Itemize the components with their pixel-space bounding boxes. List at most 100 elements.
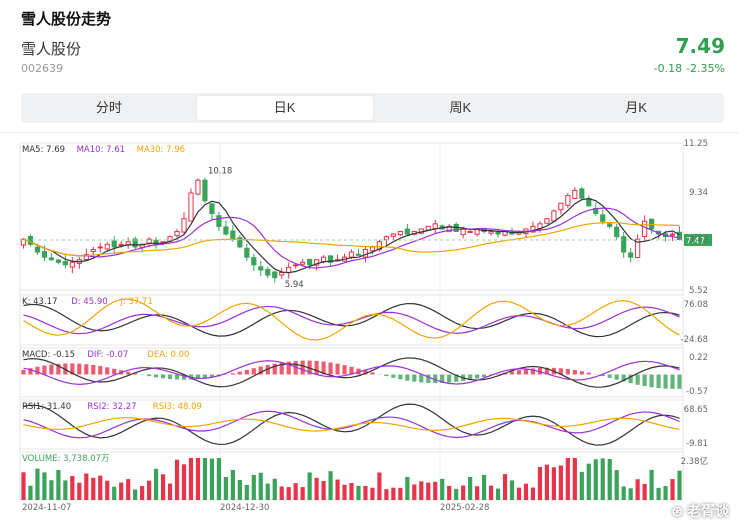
tab-monthly-k[interactable]: 月K — [625, 100, 647, 115]
legend-entry: RSI3: 48.09 — [153, 402, 202, 412]
candle-body — [676, 231, 683, 240]
volume-bar — [447, 485, 452, 500]
main-tick-label: 7.47 — [689, 236, 708, 246]
macd-tick-label: 0.22 — [689, 353, 708, 363]
tab-intraday[interactable]: 分时 — [95, 100, 122, 115]
macd-bar — [244, 369, 249, 375]
macd-bar — [426, 374, 431, 383]
candle-body — [362, 248, 369, 258]
volume-bar — [642, 483, 647, 500]
volume-bar — [195, 458, 201, 500]
candle-body — [34, 246, 41, 253]
candle-body — [544, 218, 550, 224]
macd-bar — [579, 371, 584, 375]
candle-body — [600, 214, 606, 222]
macd-bar — [412, 374, 417, 382]
tab-daily-k[interactable]: 日K — [196, 96, 373, 120]
legend-entry: J: 37.71 — [119, 297, 152, 307]
candle-body — [467, 231, 473, 234]
macd-bar — [677, 374, 682, 389]
volume-bar — [600, 458, 605, 500]
volume-bar — [663, 486, 668, 500]
volume-bar — [544, 464, 550, 500]
legend-entry: MA30: 7.96 — [137, 145, 185, 155]
volume-bar — [482, 474, 487, 500]
macd-bar — [482, 374, 487, 378]
macd-bar — [405, 374, 410, 381]
volume-bar — [572, 458, 577, 500]
candle-body — [307, 259, 313, 266]
macd-bar — [147, 374, 152, 377]
macd-bar — [195, 374, 201, 380]
candle-body — [530, 225, 536, 233]
macd-bar — [286, 361, 291, 375]
candle-body — [607, 223, 613, 227]
macd-bar — [607, 374, 612, 378]
candle-body — [251, 257, 257, 266]
period-tabs: 分时 日K 周K 月K — [21, 93, 724, 123]
volume-bar — [342, 484, 347, 500]
macd-bar — [558, 368, 563, 375]
volume-bar — [216, 458, 221, 500]
volume-bar — [307, 472, 312, 500]
macd-bar — [447, 374, 452, 383]
indicator-line — [23, 302, 680, 338]
volume-bar — [223, 476, 228, 500]
candle-body — [488, 231, 494, 234]
volume-bar — [244, 484, 249, 500]
candle-body — [551, 210, 557, 222]
candle-body — [111, 240, 117, 248]
macd-bar — [237, 371, 242, 375]
macd-bar — [77, 363, 82, 375]
macd-bar — [621, 374, 626, 382]
candle-body — [258, 266, 264, 271]
candle-body — [635, 238, 641, 259]
volume-bar — [167, 483, 173, 500]
candle-body — [237, 237, 243, 248]
macd-bar — [133, 373, 138, 375]
volume-bar — [398, 487, 403, 500]
tab-weekly-k[interactable]: 周K — [449, 100, 472, 115]
macd-bar — [167, 374, 173, 380]
ma30-line — [23, 222, 680, 257]
volume-bar — [126, 479, 131, 500]
candle-body — [209, 203, 215, 215]
rsi-tick-label: 68.65 — [684, 405, 708, 415]
volume-bar — [433, 481, 438, 500]
macd-bar — [153, 374, 159, 378]
volume-bar — [509, 480, 515, 500]
volume-bar — [656, 487, 661, 500]
volume-bar — [551, 467, 556, 500]
macd-bar — [663, 374, 668, 389]
candle-body — [355, 253, 362, 256]
volume-bar — [265, 483, 270, 500]
stock-code: 002639 — [21, 62, 63, 75]
volume-bar — [475, 486, 480, 500]
macd-bar — [258, 366, 263, 375]
macd-bar — [468, 374, 473, 380]
volume-bar — [523, 483, 529, 500]
volume-bar — [649, 469, 654, 500]
volume-bar — [495, 488, 501, 500]
volume-bar — [35, 468, 40, 500]
macd-bar — [670, 374, 675, 389]
candle-body — [579, 188, 585, 199]
legend-entry: D: 45.90 — [71, 297, 107, 307]
macd-bar — [635, 374, 640, 385]
macd-bar — [384, 374, 389, 377]
macd-bar — [370, 372, 375, 375]
candle-body — [181, 218, 187, 233]
macd-bar — [349, 366, 354, 375]
macd-bar — [279, 362, 284, 375]
volume-bar — [98, 475, 103, 500]
last-price-tag — [684, 233, 712, 246]
volume-legend: VOLUME: 3,738.07万 — [22, 454, 110, 464]
volume-bar — [621, 486, 626, 500]
volume-bar — [42, 472, 47, 500]
volume-bar — [558, 465, 563, 500]
volume-bar — [488, 485, 494, 500]
high-annotation: 10.18 — [208, 166, 232, 176]
candle-body — [279, 272, 285, 276]
volume-bar — [516, 487, 522, 500]
